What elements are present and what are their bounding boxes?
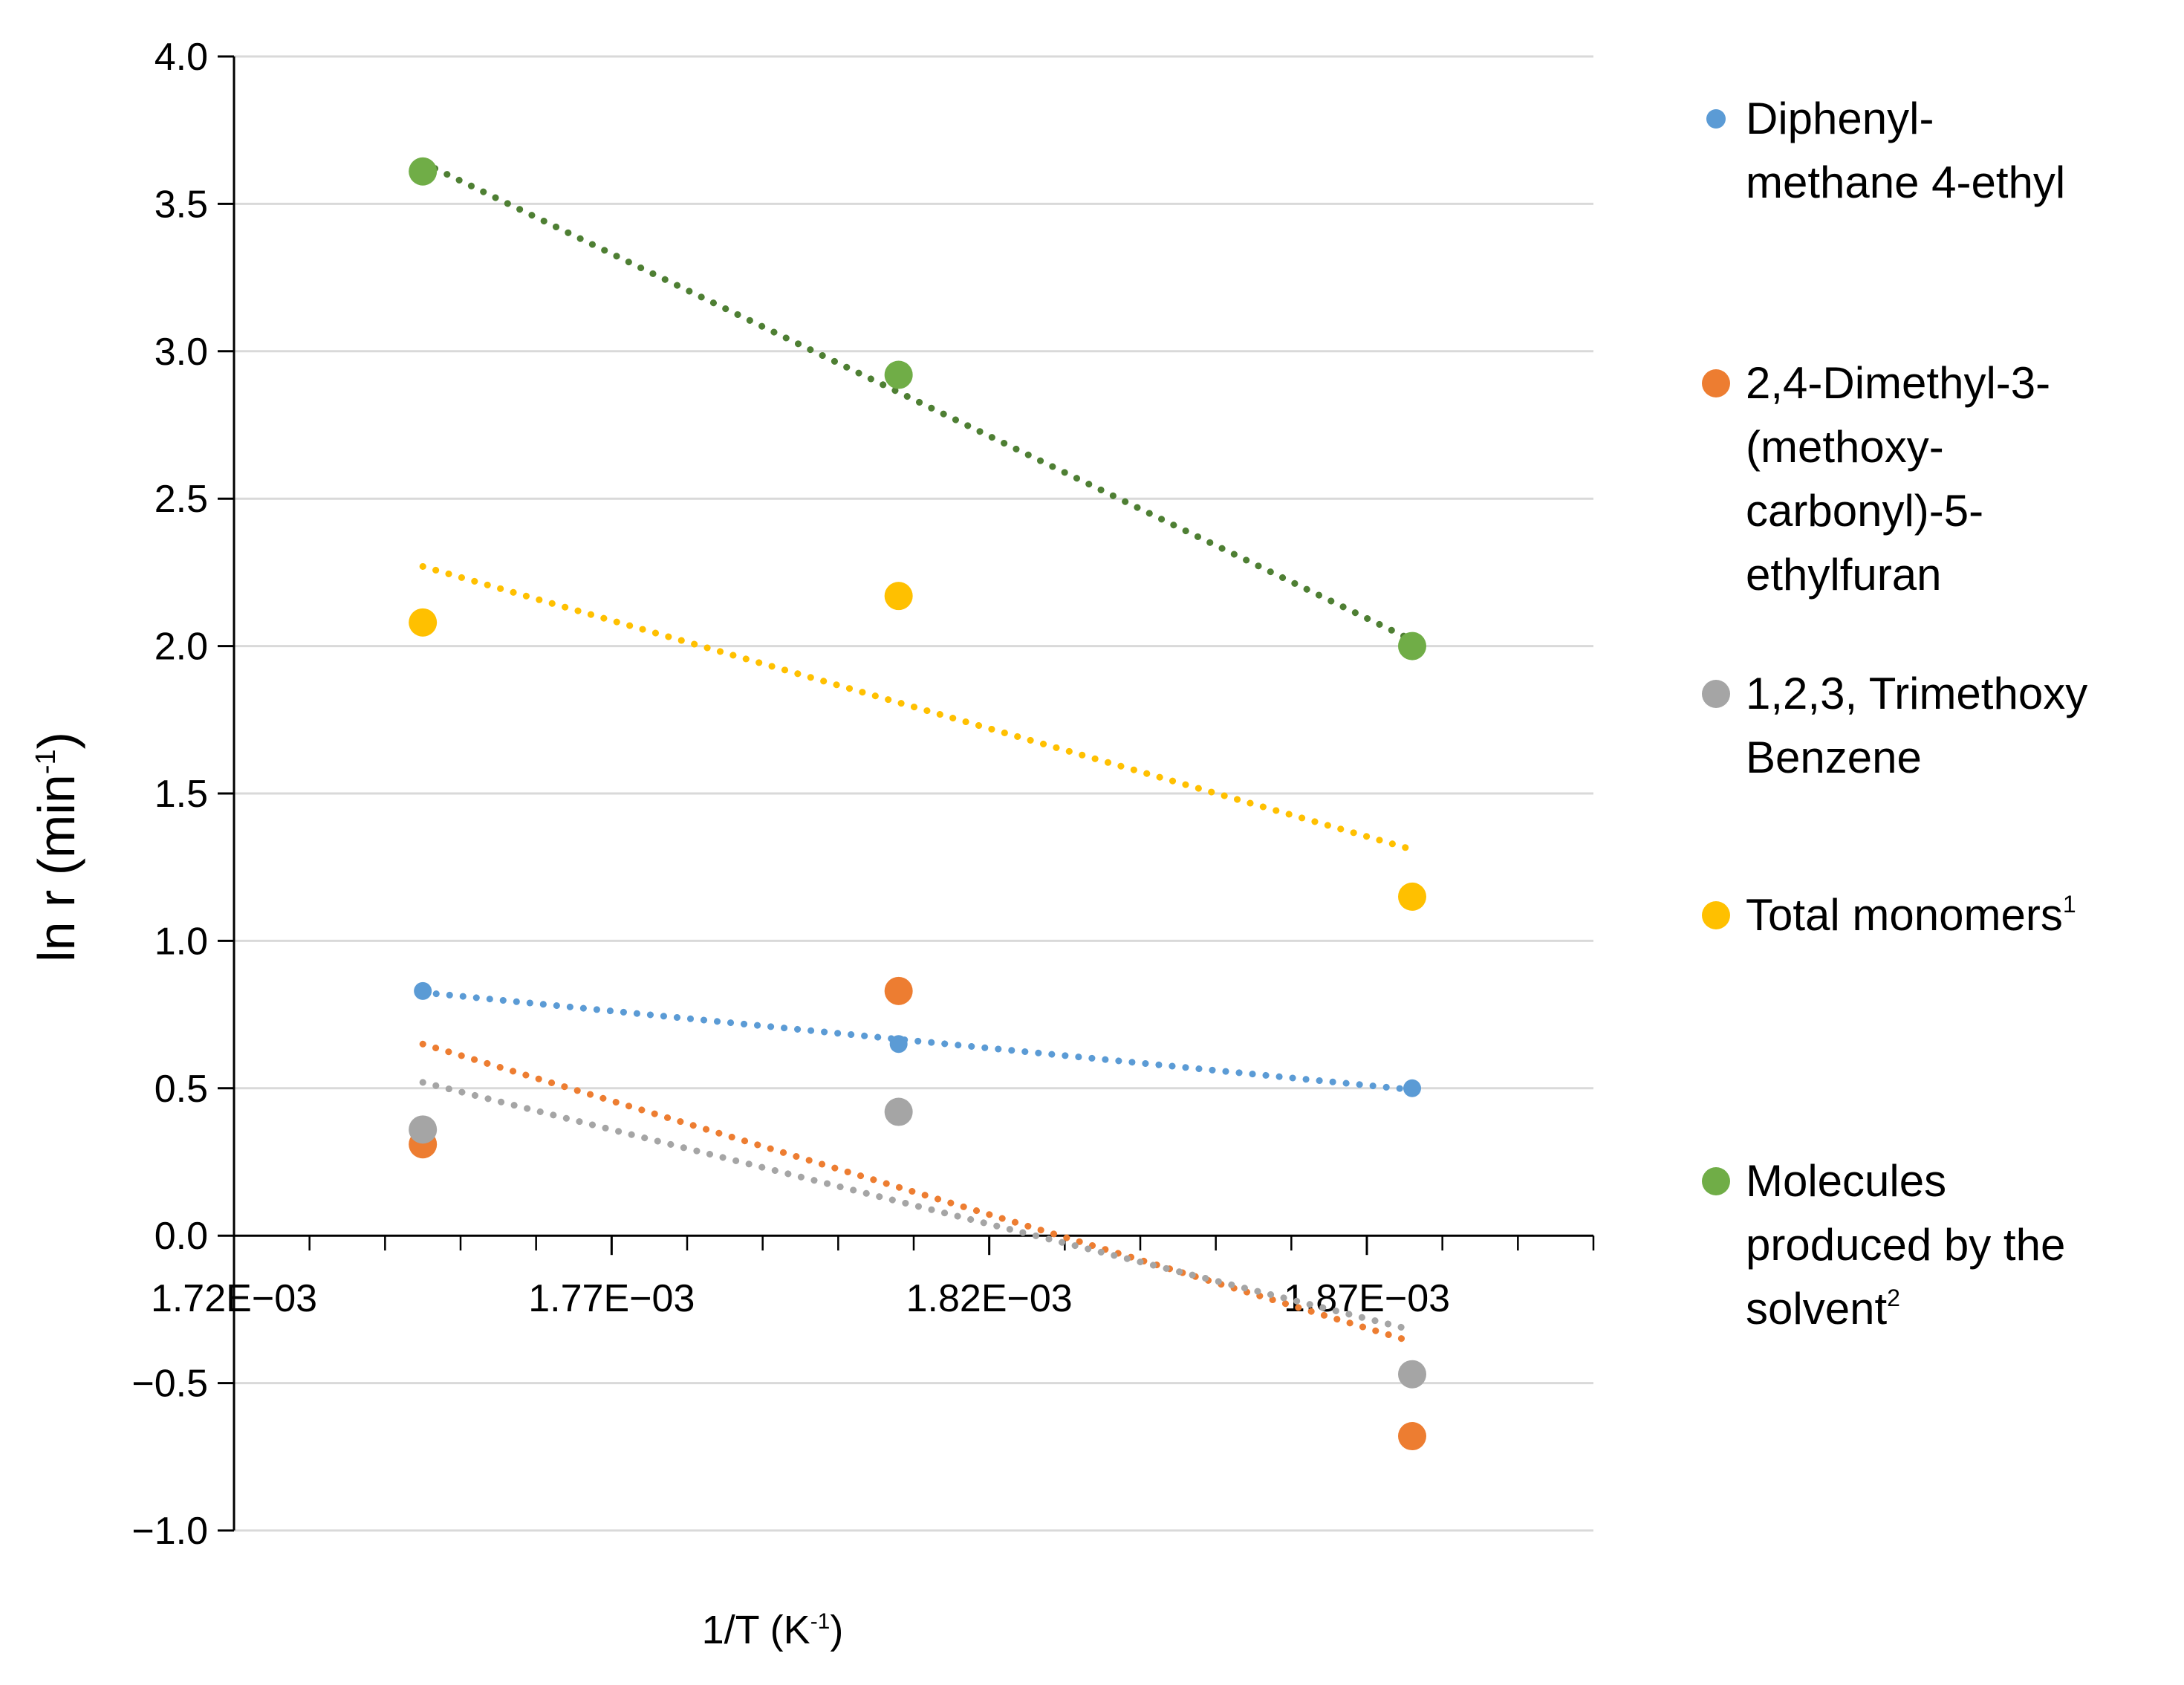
trendline: [419, 989, 1416, 1094]
y-tick-label: 0.5: [155, 1068, 208, 1111]
y-tick-label: 2.5: [155, 478, 208, 521]
y-tick-label: 4.0: [155, 36, 208, 79]
y-tick-label: −1.0: [131, 1510, 208, 1553]
legend-marker: [1702, 1167, 1730, 1195]
data-point: [409, 1115, 438, 1144]
axes: −1.0 −0.5 0.0 0.5 1.0 1.5 2.0 2.5 3.0 3.5 4.0 1.72E…: [131, 36, 1595, 1553]
data-point: [884, 582, 913, 611]
y-tick-label: −0.5: [131, 1363, 208, 1406]
legend-label: solvent2: [1746, 1284, 1900, 1334]
legend-label: (methoxy-: [1746, 422, 1944, 472]
x-tick-label: 1.77E−03: [528, 1277, 695, 1320]
y-tick-label: 2.0: [155, 626, 208, 669]
legend-label: 1,2,3, Trimethoxy: [1746, 669, 2087, 718]
y-tick-label: 3.0: [155, 331, 208, 374]
trendline: [419, 562, 1416, 853]
legend-label: Molecules: [1746, 1156, 1946, 1206]
legend-marker: [1702, 369, 1730, 397]
data-point: [884, 1097, 913, 1126]
y-tick-label: 1.5: [155, 773, 208, 816]
data-point: [1398, 882, 1426, 911]
y-tick-label: 1.0: [155, 920, 208, 963]
data-point: [409, 608, 438, 637]
data-point: [884, 360, 913, 389]
x-tick-label: 1.87E−03: [1284, 1277, 1450, 1320]
legend-label: Total monomers1: [1746, 890, 2076, 940]
trendline: [419, 159, 1416, 644]
legend-marker: [1702, 901, 1730, 929]
legend-label: methane 4-ethyl: [1746, 158, 2065, 207]
trendlines: [419, 159, 1416, 1345]
trendline: [419, 1079, 1416, 1334]
gridlines: [234, 55, 1593, 1532]
trendline: [419, 1040, 1416, 1345]
data-point: [1403, 1079, 1421, 1097]
legend: Diphenyl-methane 4-ethyl 2,4-Dimethyl-3- (…: [1702, 94, 2087, 1334]
data-point: [889, 1035, 908, 1053]
data-point: [409, 157, 438, 186]
data-point: [1398, 1360, 1426, 1389]
legend-label: produced by the: [1746, 1220, 2065, 1270]
data-point: [884, 976, 913, 1005]
y-tick-label: 3.5: [155, 183, 208, 226]
legend-label: 2,4-Dimethyl-3-: [1746, 358, 2050, 408]
x-axis-title: 1/T (K-1): [702, 1608, 844, 1652]
x-tick-label: 1.72E−03: [151, 1277, 317, 1320]
legend-label: ethylfuran: [1746, 550, 1942, 600]
data-point: [1398, 632, 1426, 660]
legend-label: Benzene: [1746, 733, 1922, 782]
data-point: [1398, 1422, 1426, 1451]
data-points: [409, 157, 1426, 1451]
legend-label: carbonyl)-5-: [1746, 486, 1983, 536]
legend-marker: [1702, 680, 1730, 708]
data-point: [414, 981, 432, 1000]
x-tick-label: 1.82E−03: [906, 1277, 1073, 1320]
legend-marker: [1706, 109, 1726, 129]
y-tick-label: 0.0: [155, 1215, 208, 1258]
legend-label: Diphenyl-: [1746, 94, 1934, 143]
y-axis-title: ln r (min-1): [27, 732, 85, 962]
